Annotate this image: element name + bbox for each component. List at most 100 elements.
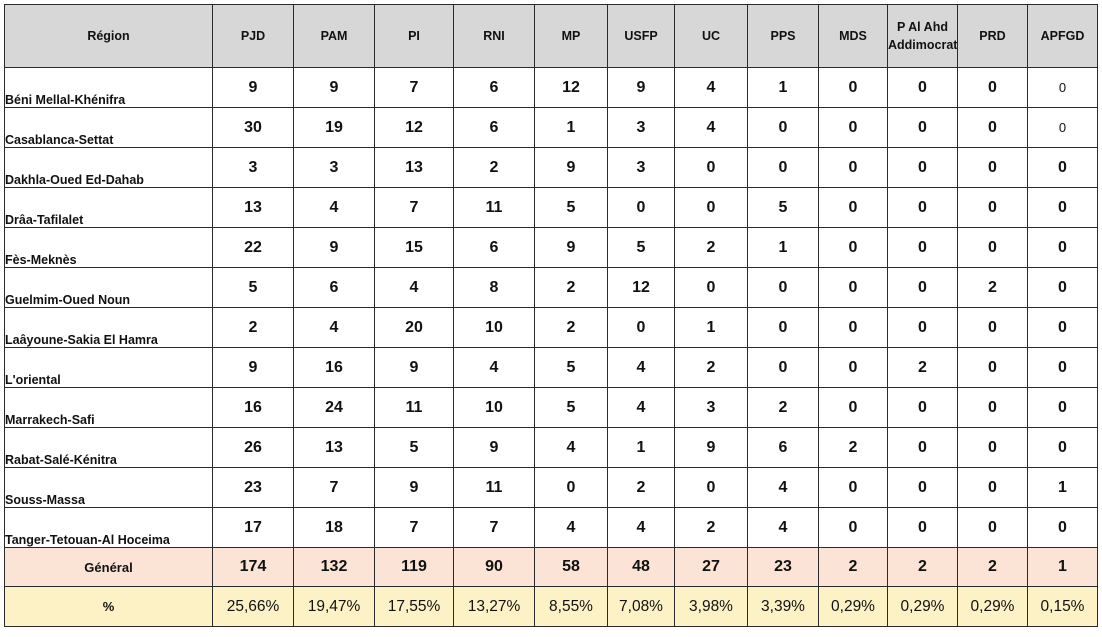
table-row: Laâyoune-Sakia El Hamra 2 4 20 10 2 0 1 0 0 0 0 0 bbox=[4, 307, 1098, 348]
seat-count-cell: 0 bbox=[1027, 347, 1098, 388]
header-party: PI bbox=[374, 4, 454, 68]
seat-count-cell: 1 bbox=[747, 227, 819, 268]
percent-cell: 0,29% bbox=[818, 586, 888, 627]
seat-count-cell: 6 bbox=[453, 227, 535, 268]
seat-count-cell: 4 bbox=[607, 347, 675, 388]
seat-count-cell: 4 bbox=[293, 187, 375, 228]
region-name: Béni Mellal-Khénifra bbox=[4, 67, 213, 108]
seat-count-cell: 0 bbox=[818, 267, 888, 308]
seat-count-cell: 2 bbox=[534, 307, 608, 348]
seat-count-cell: 0 bbox=[957, 67, 1028, 108]
seat-count-cell: 2 bbox=[957, 267, 1028, 308]
header-party: USFP bbox=[607, 4, 675, 68]
seat-count-cell: 0 bbox=[818, 387, 888, 428]
seat-count-cell: 0 bbox=[818, 307, 888, 348]
table-row: Rabat-Salé-Kénitra 26 13 5 9 4 1 9 6 2 0 0 0 bbox=[4, 427, 1098, 468]
seat-count-cell: 4 bbox=[674, 67, 748, 108]
seat-count-cell: 2 bbox=[818, 427, 888, 468]
seat-count-cell: 20 bbox=[374, 307, 454, 348]
percent-cell: 0,29% bbox=[957, 586, 1028, 627]
seat-count-cell: 2 bbox=[887, 347, 958, 388]
seat-count-cell: 0 bbox=[887, 107, 958, 148]
region-name: L'oriental bbox=[4, 347, 213, 388]
header-party: UC bbox=[674, 4, 748, 68]
table-row: Dakhla-Oued Ed-Dahab 3 3 13 2 9 3 0 0 0 0 0 0 bbox=[4, 147, 1098, 188]
seat-count-cell: 13 bbox=[293, 427, 375, 468]
general-total-cell: 2 bbox=[957, 547, 1028, 587]
seat-count-cell: 0 bbox=[674, 267, 748, 308]
table-row: Tanger-Tetouan-Al Hoceima 17 18 7 7 4 4 2 4 0 0 0 0 bbox=[4, 507, 1098, 548]
seat-count-cell: 6 bbox=[293, 267, 375, 308]
seat-count-cell: 0 bbox=[957, 347, 1028, 388]
region-name: Laâyoune-Sakia El Hamra bbox=[4, 307, 213, 348]
seat-count-cell: 3 bbox=[293, 147, 375, 188]
seat-count-cell: 10 bbox=[453, 307, 535, 348]
table-row: Guelmim-Oued Noun 5 6 4 8 2 12 0 0 0 0 2 0 bbox=[4, 267, 1098, 308]
header-region: Région bbox=[4, 4, 213, 68]
percent-cell: 3,39% bbox=[747, 586, 819, 627]
seat-count-cell: 11 bbox=[374, 387, 454, 428]
seat-count-cell: 12 bbox=[534, 67, 608, 108]
seat-count-cell: 0 bbox=[747, 347, 819, 388]
seat-count-cell: 4 bbox=[607, 387, 675, 428]
seat-count-cell: 11 bbox=[453, 187, 535, 228]
region-name: Marrakech-Safi bbox=[4, 387, 213, 428]
general-total-row: Général 174 132 119 90 58 48 27 23 2 2 2 1 bbox=[4, 547, 1098, 587]
seat-count-cell: 12 bbox=[374, 107, 454, 148]
seat-count-cell: 0 bbox=[887, 507, 958, 548]
seat-count-cell: 2 bbox=[453, 147, 535, 188]
region-name: Souss-Massa bbox=[4, 467, 213, 508]
seat-count-cell: 0 bbox=[957, 427, 1028, 468]
percent-cell: 0,29% bbox=[887, 586, 958, 627]
seat-count-cell: 2 bbox=[607, 467, 675, 508]
table-row: Fès-Meknès 22 9 15 6 9 5 2 1 0 0 0 0 bbox=[4, 227, 1098, 268]
general-total-cell: 23 bbox=[747, 547, 819, 587]
region-name: Casablanca-Settat bbox=[4, 107, 213, 148]
seat-count-cell: 13 bbox=[374, 147, 454, 188]
general-total-cell: 2 bbox=[818, 547, 888, 587]
table-row: L'oriental 9 16 9 4 5 4 2 0 0 2 0 0 bbox=[4, 347, 1098, 388]
percent-cell: 25,66% bbox=[212, 586, 294, 627]
seat-count-cell: 2 bbox=[674, 227, 748, 268]
election-results-table: Région PJD PAM PI RNI MP USFP UC PPS MDS P Al Ahd … bbox=[4, 4, 1098, 627]
seat-count-cell: 0 bbox=[818, 107, 888, 148]
seat-count-cell: 0 bbox=[887, 227, 958, 268]
table-row: Drâa-Tafilalet 13 4 7 11 5 0 0 5 0 0 0 0 bbox=[4, 187, 1098, 228]
header-party: PPS bbox=[747, 4, 819, 68]
seat-count-cell: 10 bbox=[453, 387, 535, 428]
seat-count-cell: 6 bbox=[747, 427, 819, 468]
seat-count-cell: 0 bbox=[674, 467, 748, 508]
seat-count-cell: 6 bbox=[453, 67, 535, 108]
seat-count-cell: 26 bbox=[212, 427, 294, 468]
seat-count-cell: 0 bbox=[818, 187, 888, 228]
seat-count-cell: 0 bbox=[887, 267, 958, 308]
seat-count-cell: 2 bbox=[674, 347, 748, 388]
seat-count-cell: 0 bbox=[887, 307, 958, 348]
general-total-cell: 58 bbox=[534, 547, 608, 587]
seat-count-cell: 13 bbox=[212, 187, 294, 228]
general-total-cell: 1 bbox=[1027, 547, 1098, 587]
percent-cell: 0,15% bbox=[1027, 586, 1098, 627]
region-name: Rabat-Salé-Kénitra bbox=[4, 427, 213, 468]
percent-cell: 7,08% bbox=[607, 586, 675, 627]
seat-count-cell: 9 bbox=[374, 467, 454, 508]
seat-count-cell: 0 bbox=[957, 307, 1028, 348]
seat-count-cell: 0 bbox=[747, 267, 819, 308]
seat-count-cell: 15 bbox=[374, 227, 454, 268]
seat-count-cell: 0 bbox=[818, 227, 888, 268]
seat-count-cell: 0 bbox=[607, 187, 675, 228]
seat-count-cell: 0 bbox=[818, 467, 888, 508]
header-row: Région PJD PAM PI RNI MP USFP UC PPS MDS P Al Ahd … bbox=[4, 4, 1098, 68]
percent-row-label: % bbox=[4, 586, 213, 627]
seat-count-cell: 9 bbox=[453, 427, 535, 468]
seat-count-cell: 5 bbox=[534, 347, 608, 388]
table-row: Marrakech-Safi 16 24 11 10 5 4 3 2 0 0 0 0 bbox=[4, 387, 1098, 428]
header-party: APFGD bbox=[1027, 4, 1098, 68]
region-name: Drâa-Tafilalet bbox=[4, 187, 213, 228]
seat-count-cell: 0 bbox=[818, 507, 888, 548]
seat-count-cell: 0 bbox=[1027, 227, 1098, 268]
seat-count-cell: 9 bbox=[374, 347, 454, 388]
seat-count-cell: 7 bbox=[374, 187, 454, 228]
seat-count-cell: 0 bbox=[747, 307, 819, 348]
seat-count-cell: 5 bbox=[747, 187, 819, 228]
